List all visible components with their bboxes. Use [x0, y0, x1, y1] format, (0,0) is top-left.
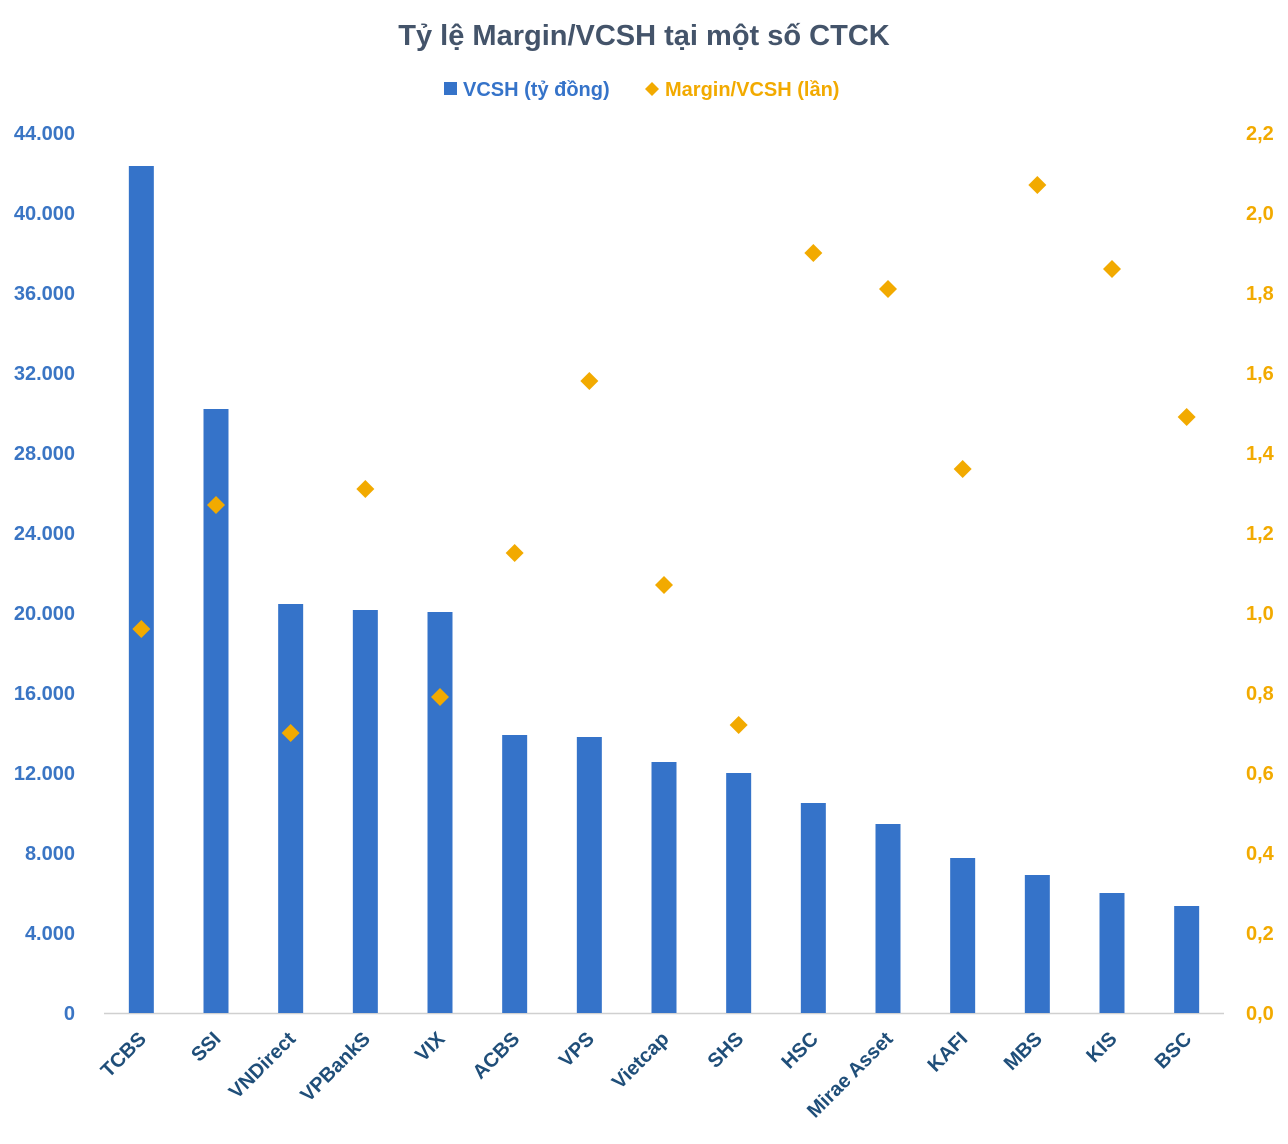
marker-kafi — [953, 460, 972, 478]
right-tick-label: 1,6 — [1246, 363, 1274, 385]
x-tick-label: SSI — [187, 1028, 225, 1066]
right-tick-label: 0,8 — [1246, 683, 1274, 705]
x-tick-label: BSC — [1151, 1028, 1196, 1073]
left-tick-label: 44.000 — [14, 123, 75, 145]
left-axis-ticks: 0 4.000 8.000 12.000 16.000 20.000 24.000 28.00… — [14, 123, 75, 1025]
left-tick-label: 0 — [64, 1003, 75, 1025]
marker-vpbanks — [356, 480, 375, 498]
right-tick-label: 1,0 — [1246, 603, 1274, 625]
x-tick-label: MBS — [1000, 1028, 1047, 1075]
bar-kis — [1099, 893, 1125, 1013]
right-tick-label: 0,2 — [1246, 923, 1274, 945]
marker-vps — [580, 372, 599, 390]
x-tick-label: VIX — [411, 1028, 450, 1067]
bar-tcbs — [128, 166, 154, 1013]
legend: VCSH (tỷ đồng) Margin/VCSH (lần) — [444, 79, 839, 101]
right-tick-label: 2,2 — [1246, 123, 1274, 145]
x-tick-label: VNDirect — [225, 1028, 301, 1104]
right-tick-label: 1,8 — [1246, 283, 1274, 305]
bar-kafi — [950, 858, 976, 1013]
markers — [132, 176, 1196, 742]
x-tick-label: ACBS — [469, 1028, 525, 1084]
x-tick-label: KIS — [1082, 1028, 1121, 1067]
left-tick-label: 20.000 — [14, 603, 75, 625]
marker-vix — [431, 688, 449, 706]
right-tick-label: 0,4 — [1246, 843, 1275, 865]
right-tick-label: 1,4 — [1246, 443, 1275, 465]
x-tick-label: Vietcap — [608, 1028, 674, 1094]
right-tick-label: 1,2 — [1246, 523, 1274, 545]
left-tick-label: 12.000 — [14, 763, 75, 785]
marker-bsc — [1177, 408, 1196, 426]
marker-mirae-asset — [879, 280, 897, 298]
right-axis-ticks: 0,0 0,2 0,4 0,6 0,8 1,0 1,2 1,4 1,6 1,8 2,0 2,2 — [1246, 123, 1275, 1025]
marker-kis — [1103, 260, 1121, 278]
right-tick-label: 2,0 — [1246, 203, 1274, 225]
left-tick-label: 40.000 — [14, 203, 75, 225]
x-tick-label: KAFI — [924, 1028, 973, 1077]
bar-acbs — [502, 735, 528, 1013]
left-tick-label: 32.000 — [14, 363, 75, 385]
marker-tcbs — [132, 620, 151, 638]
marker-ssi — [207, 496, 225, 514]
bar-vndirect — [278, 604, 304, 1013]
bar-vps — [576, 737, 602, 1013]
x-tick-label: VPS — [555, 1028, 599, 1072]
x-tick-label: HSC — [777, 1028, 822, 1073]
legend-scatter-label: Margin/VCSH (lần) — [665, 79, 839, 101]
bar-hsc — [800, 803, 826, 1013]
bar-vietcap — [651, 762, 677, 1013]
legend-diamond-swatch — [645, 82, 659, 96]
x-tick-label: TCBS — [97, 1028, 151, 1082]
marker-acbs — [505, 544, 524, 562]
bar-shs — [726, 773, 752, 1013]
right-tick-label: 0,6 — [1246, 763, 1274, 785]
bar-mbs — [1024, 875, 1050, 1013]
left-tick-label: 16.000 — [14, 683, 75, 705]
x-tick-label: VPBankS — [296, 1028, 374, 1106]
legend-bar-swatch — [444, 82, 457, 95]
marker-shs — [729, 716, 748, 734]
marker-vndirect — [281, 724, 300, 742]
chart-title: Tỷ lệ Margin/VCSH tại một số CTCK — [398, 20, 889, 52]
marker-vietcap — [655, 576, 673, 594]
marker-mbs — [1028, 176, 1047, 194]
bar-vix — [427, 612, 453, 1013]
left-tick-label: 4.000 — [25, 923, 75, 945]
left-tick-label: 36.000 — [14, 283, 75, 305]
bar-bsc — [1174, 906, 1200, 1013]
left-tick-label: 28.000 — [14, 443, 75, 465]
left-tick-label: 8.000 — [25, 843, 75, 865]
x-tick-label: SHS — [704, 1028, 749, 1073]
legend-bar-label: VCSH (tỷ đồng) — [463, 79, 610, 101]
marker-hsc — [804, 244, 823, 262]
bar-vpbanks — [352, 610, 378, 1013]
bar-mirae-asset — [875, 824, 901, 1013]
left-tick-label: 24.000 — [14, 523, 75, 545]
right-tick-label: 0,0 — [1246, 1003, 1274, 1025]
